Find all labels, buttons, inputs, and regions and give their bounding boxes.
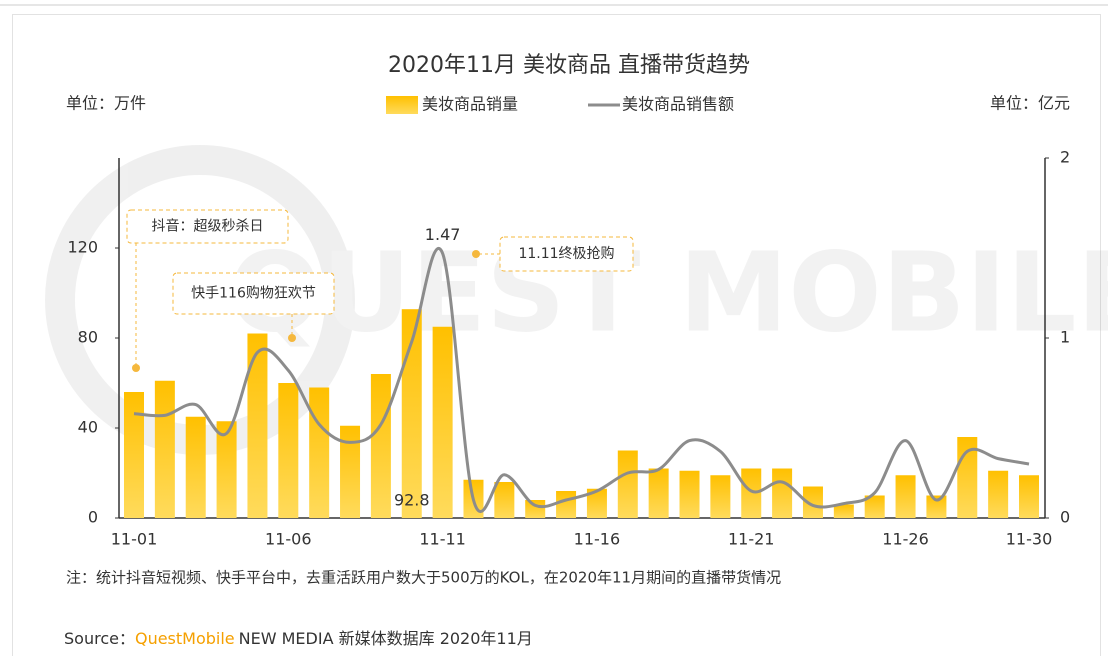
annotation: 11.11终极抢购 (518, 245, 614, 262)
x-tick-label: 11-16 (574, 530, 621, 549)
y2-tick-label: 1 (1060, 328, 1070, 347)
bar (124, 392, 144, 518)
bar (741, 468, 762, 518)
bar (802, 486, 823, 518)
legend-label: 美妆商品销量 (422, 95, 518, 114)
bar (833, 504, 854, 518)
bar (185, 416, 206, 518)
x-tick-label: 11-06 (265, 530, 312, 549)
x-tick-label: 11-26 (882, 530, 929, 549)
bar (216, 421, 237, 518)
legend-label: 美妆商品销售额 (622, 95, 734, 114)
x-tick-label: 11-21 (728, 530, 775, 549)
bar (494, 482, 515, 518)
bar (370, 374, 391, 518)
annotation-dot (132, 364, 140, 372)
bar (895, 475, 916, 518)
line-value-label: 1.47 (425, 225, 461, 244)
annotation-dot (472, 250, 480, 258)
x-tick-label: 11-30 (1006, 530, 1053, 549)
bar (679, 470, 700, 518)
bar (154, 380, 175, 518)
source-label: Source： (64, 629, 135, 648)
x-tick-label: 11-11 (419, 530, 466, 549)
line (133, 247, 1030, 513)
legend-swatch (386, 96, 418, 114)
bar (617, 450, 638, 518)
bar (401, 309, 422, 518)
y-tick-label: 40 (78, 418, 98, 437)
note: 注：统计抖音短视频、快手平台中，去重活跃用户数大于500万的KOL，在2020年… (66, 569, 781, 587)
annotation-box (499, 236, 634, 272)
x-tick-label: 11-01 (111, 530, 158, 549)
bar (926, 495, 947, 518)
y-tick-label: 80 (78, 328, 98, 347)
annotation: 抖音：超级秒杀日 (152, 218, 264, 235)
y2-tick-label: 0 (1060, 508, 1070, 527)
bar (278, 383, 299, 518)
bar (556, 491, 577, 518)
y-tick-label: 0 (88, 508, 98, 527)
bar (710, 475, 731, 518)
y2-tick-label: 2 (1060, 148, 1070, 167)
y2-unit: 单位：亿元 (990, 94, 1070, 113)
bar (432, 326, 453, 518)
y-tick-label: 120 (67, 238, 98, 257)
bar (772, 468, 793, 518)
bar (648, 468, 669, 518)
bar (309, 387, 330, 518)
annotation: 快手116购物狂欢节 (191, 286, 316, 302)
source: Source：QuestMobile NEW MEDIA 新媒体数据库 2020年… (64, 629, 533, 648)
source-brand: QuestMobile (135, 629, 235, 648)
watermark: QUEST MOBILE (228, 228, 1108, 356)
bar (247, 333, 268, 518)
annotation-dot (288, 334, 296, 342)
bar (586, 488, 607, 518)
bar-value-label: 92.8 (394, 491, 430, 510)
annotation-box (126, 209, 289, 244)
bar (864, 495, 885, 518)
source-text: NEW MEDIA 新媒体数据库 2020年11月 (239, 629, 533, 648)
chart-title: 2020年11月 美妆商品 直播带货趋势 (388, 53, 750, 78)
bar (988, 470, 1009, 518)
y-unit: 单位：万件 (66, 94, 146, 113)
bar (525, 500, 546, 518)
annotation-box (172, 272, 335, 315)
bar (1019, 475, 1039, 518)
bar (340, 425, 361, 518)
